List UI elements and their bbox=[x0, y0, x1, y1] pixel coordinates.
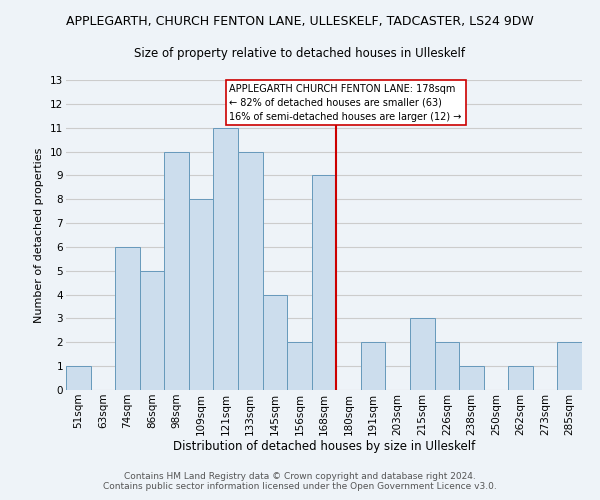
X-axis label: Distribution of detached houses by size in Ulleskelf: Distribution of detached houses by size … bbox=[173, 440, 475, 454]
Text: Contains HM Land Registry data © Crown copyright and database right 2024.: Contains HM Land Registry data © Crown c… bbox=[124, 472, 476, 481]
Bar bbox=[410, 318, 434, 390]
Bar bbox=[140, 271, 164, 390]
Bar bbox=[287, 342, 312, 390]
Bar bbox=[115, 247, 140, 390]
Bar bbox=[361, 342, 385, 390]
Bar bbox=[263, 294, 287, 390]
Bar bbox=[508, 366, 533, 390]
Text: APPLEGARTH CHURCH FENTON LANE: 178sqm
← 82% of detached houses are smaller (63)
: APPLEGARTH CHURCH FENTON LANE: 178sqm ← … bbox=[229, 84, 462, 122]
Bar bbox=[164, 152, 189, 390]
Bar bbox=[214, 128, 238, 390]
Text: APPLEGARTH, CHURCH FENTON LANE, ULLESKELF, TADCASTER, LS24 9DW: APPLEGARTH, CHURCH FENTON LANE, ULLESKEL… bbox=[66, 15, 534, 28]
Bar bbox=[66, 366, 91, 390]
Bar bbox=[312, 176, 336, 390]
Bar bbox=[434, 342, 459, 390]
Y-axis label: Number of detached properties: Number of detached properties bbox=[34, 148, 44, 322]
Text: Contains public sector information licensed under the Open Government Licence v3: Contains public sector information licen… bbox=[103, 482, 497, 491]
Bar bbox=[459, 366, 484, 390]
Bar bbox=[189, 199, 214, 390]
Text: Size of property relative to detached houses in Ulleskelf: Size of property relative to detached ho… bbox=[134, 48, 466, 60]
Bar bbox=[238, 152, 263, 390]
Bar bbox=[557, 342, 582, 390]
